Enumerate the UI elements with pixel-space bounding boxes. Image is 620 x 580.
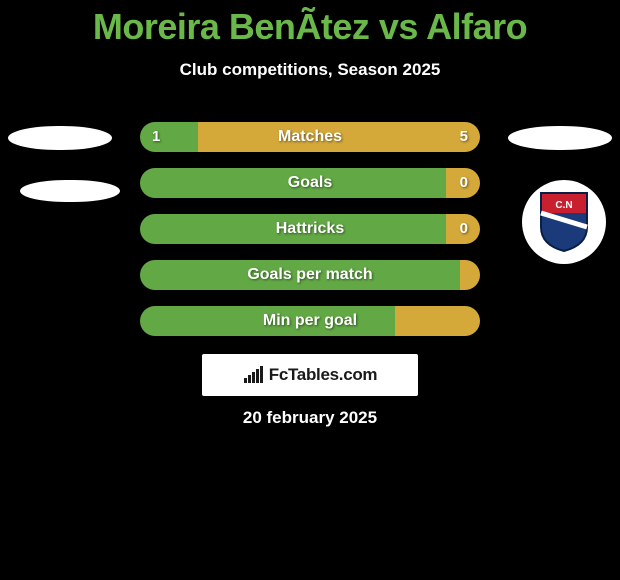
page-subtitle: Club competitions, Season 2025 <box>0 60 620 80</box>
stat-label: Goals <box>140 168 480 198</box>
stat-row: Hattricks0 <box>140 214 480 244</box>
stat-row: Matches1 5 <box>140 122 480 152</box>
stat-row: Goals per match <box>140 260 480 290</box>
stat-label: Hattricks <box>140 214 480 244</box>
stat-value-right: 0 <box>460 214 468 244</box>
player-left-avatar-placeholder-2 <box>20 180 120 202</box>
date-text: 20 february 2025 <box>0 408 620 428</box>
stat-label: Min per goal <box>140 306 480 336</box>
brand-box[interactable]: FcTables.com <box>202 354 418 396</box>
page-title: Moreira BenÃ­tez vs Alfaro <box>0 0 620 48</box>
player-right-avatar-placeholder <box>508 126 612 150</box>
club-shield-icon: C.N <box>537 191 591 253</box>
svg-text:C.N: C.N <box>555 200 572 211</box>
stat-bars-container: Matches15Goals0Hattricks0Goals per match… <box>140 122 480 352</box>
club-badge: C.N <box>522 180 606 264</box>
brand-bars-icon <box>243 366 265 384</box>
stat-value-right: 5 <box>460 122 468 152</box>
brand-text: FcTables.com <box>269 365 378 385</box>
stat-value-left: 1 <box>152 122 160 152</box>
player-left-avatar-placeholder <box>8 126 112 150</box>
stat-value-right: 0 <box>460 168 468 198</box>
stat-row: Goals0 <box>140 168 480 198</box>
stat-label: Goals per match <box>140 260 480 290</box>
stat-label: Matches <box>140 122 480 152</box>
stat-row: Min per goal <box>140 306 480 336</box>
